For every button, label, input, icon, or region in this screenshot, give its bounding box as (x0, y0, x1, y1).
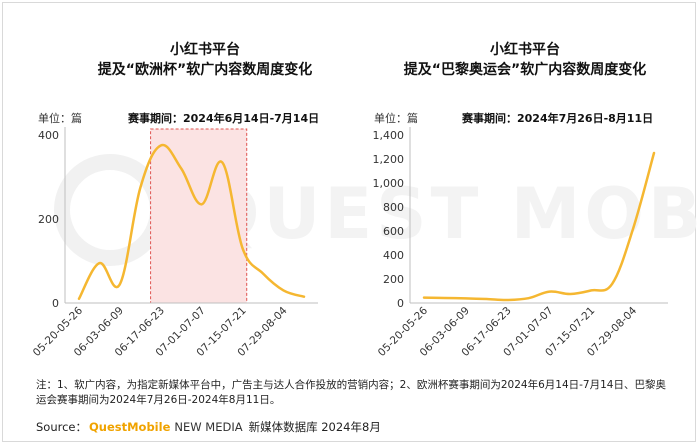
footnote: 注：1、软广内容，为指定新媒体平台中，广告主与达人合作投放的营销内容；2、欧洲杯… (36, 379, 666, 406)
chart1-y-tick-label: 0 (52, 297, 59, 310)
chart2-title-line1: 小红书平台 (490, 42, 560, 58)
chart2-y-tick-label: 1,400 (373, 129, 405, 142)
source-line: Source： QuestMobile NEW MEDIA 新媒体数据库 202… (36, 419, 381, 435)
chart2-unit-label: 单位：篇 (374, 112, 418, 125)
chart1-title: 小红书平台 提及“欧洲杯”软广内容数周度变化 (80, 40, 330, 80)
chart2-y-tick-label: 1,200 (373, 153, 405, 166)
chart1-y-tick-label: 400 (38, 129, 59, 142)
brand-new-media: NEW MEDIA (174, 420, 243, 434)
chart1-y-tick-label: 200 (38, 213, 59, 226)
chart1-title-line2: 提及“欧洲杯”软广内容数周度变化 (97, 62, 313, 78)
chart2-y-tick-label: 200 (383, 273, 404, 286)
chart1-unit-label: 单位：篇 (38, 112, 82, 125)
chart1-series-line (77, 143, 306, 301)
chart2-title-line2: 提及“巴黎奥运会”软广内容数周度变化 (403, 62, 647, 78)
chart2-y-tick-label: 800 (383, 201, 404, 214)
chart1-title-line1: 小红书平台 (170, 42, 240, 58)
source-label: Source： (36, 420, 87, 434)
chart2-series-line (422, 151, 656, 302)
chart1-event-period-highlight (150, 128, 248, 304)
brand-questmobile: QuestMobile (89, 420, 171, 434)
chart1-period-label: 赛事期间：2024年6月14日-7月14日 (128, 112, 320, 125)
chart2-period-label: 赛事期间：2024年7月26日-8月11日 (462, 112, 654, 125)
chart2-y-tick-label: 400 (383, 249, 404, 262)
chart2-y-tick-label: 0 (397, 297, 404, 310)
chart2-y-tick-label: 1,000 (373, 177, 405, 190)
source-database: 新媒体数据库 2024年8月 (248, 420, 381, 434)
chart2-y-tick-label: 600 (383, 225, 404, 238)
chart2-title: 小红书平台 提及“巴黎奥运会”软广内容数周度变化 (395, 40, 655, 80)
